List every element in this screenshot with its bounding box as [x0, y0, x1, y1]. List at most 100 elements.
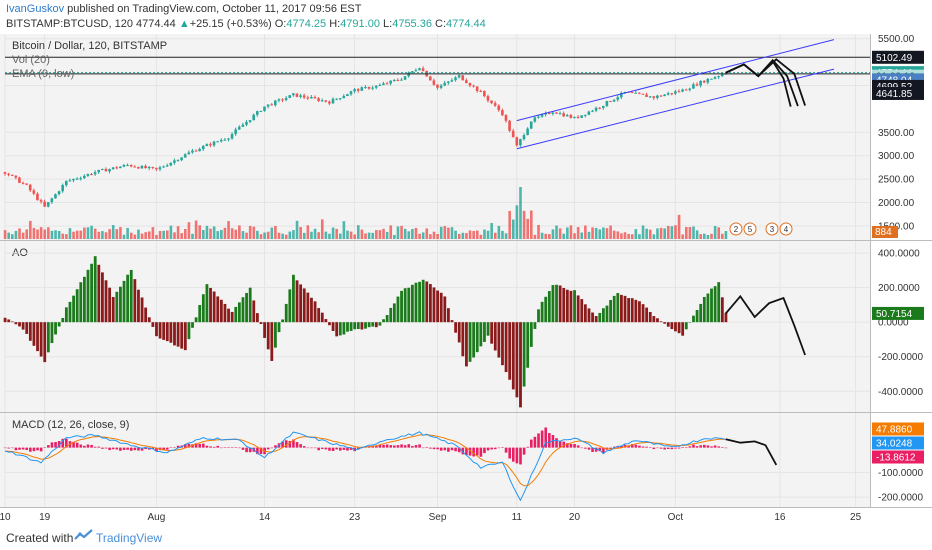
- macd-hist-bar: [50, 442, 54, 448]
- volume-bar: [263, 232, 266, 239]
- volume-bar: [234, 229, 238, 239]
- ao-bar: [237, 302, 241, 323]
- macd-hist-bar: [670, 447, 674, 450]
- ao-bar: [472, 322, 476, 358]
- volume-bar: [371, 232, 375, 239]
- candle-body: [144, 165, 147, 169]
- ao-bar: [209, 287, 212, 323]
- candle-body: [295, 93, 299, 97]
- macd-hist-bar: [129, 447, 133, 451]
- macd-hist-bar: [378, 444, 382, 448]
- ao-bar: [479, 322, 483, 347]
- macd-hist-bar: [407, 444, 411, 448]
- ao-bar: [320, 312, 324, 323]
- volume-bar: [450, 227, 454, 239]
- volume-bar: [396, 226, 400, 239]
- candle-body: [410, 71, 414, 73]
- candle-body: [605, 101, 609, 106]
- volume-bar: [508, 210, 511, 239]
- volume-bar: [623, 232, 627, 239]
- ao-bar: [443, 296, 447, 323]
- ao-bar: [129, 269, 133, 323]
- chart-canvas[interactable]: 1019Aug1423Sep1120Oct16255500.004500.003…: [0, 34, 932, 523]
- ao-bar: [638, 301, 641, 323]
- ao-bar: [410, 284, 414, 323]
- volume-bar: [425, 228, 429, 239]
- event-icon-label: 4: [784, 225, 789, 234]
- volume-bar: [587, 231, 591, 239]
- macd-hist-bar: [79, 444, 83, 448]
- candle-body: [97, 169, 101, 173]
- candle-body: [270, 104, 274, 106]
- volume-bar: [681, 234, 684, 239]
- ao-bar: [580, 299, 584, 323]
- macd-hist-bar: [511, 447, 515, 462]
- macd-hist-bar: [562, 441, 566, 448]
- macd-hist-bar: [465, 447, 468, 455]
- ao-bar: [515, 322, 519, 398]
- volume-bar: [652, 234, 656, 239]
- candle-body: [194, 150, 198, 152]
- volume-bar: [511, 219, 515, 239]
- volume-bar: [724, 231, 728, 239]
- volume-bar: [14, 230, 18, 239]
- ao-bar: [677, 322, 681, 334]
- tradingview-brand[interactable]: TradingView: [96, 531, 163, 545]
- forecast-path: [725, 58, 806, 106]
- macd-hist-bar: [674, 447, 677, 449]
- candle-body: [10, 174, 14, 176]
- macd-hist-bar: [663, 447, 666, 450]
- ao-bar: [255, 313, 259, 323]
- ao-bar: [162, 322, 166, 340]
- ao-bar: [465, 322, 468, 367]
- volume-bar: [248, 225, 252, 239]
- macd-hist-bar: [320, 447, 324, 449]
- author-link[interactable]: IvanGuskov: [6, 3, 65, 15]
- volume-bar: [605, 228, 609, 239]
- volume-bar: [126, 228, 129, 239]
- candle-body: [623, 91, 627, 93]
- candle-body: [263, 106, 266, 112]
- macd-hist-bar: [194, 443, 198, 448]
- channel-line: [516, 39, 835, 122]
- y-tick-label: -400.0000: [878, 387, 923, 398]
- volume-bar: [558, 228, 562, 239]
- candle-body: [526, 128, 529, 136]
- candle-body: [180, 157, 183, 161]
- macd-hist-bar: [591, 447, 594, 452]
- candle-body: [454, 77, 457, 81]
- ao-bar: [90, 263, 93, 323]
- candle-body: [281, 99, 284, 101]
- macd-hist-bar: [439, 447, 443, 451]
- candle-body: [187, 152, 191, 155]
- candle-body: [245, 121, 248, 125]
- volume-bar: [162, 230, 165, 239]
- macd-hist-bar: [11, 447, 14, 449]
- volume-bar: [519, 187, 522, 239]
- candle-body: [472, 85, 475, 87]
- y-tick-label: 2500.00: [878, 175, 915, 186]
- price-tag-label: 5102.49: [876, 53, 913, 64]
- macd-hist-bar: [627, 445, 630, 448]
- macd-hist-bar: [216, 445, 220, 448]
- macd-hist-bar: [205, 445, 209, 448]
- volume-bar: [609, 225, 612, 239]
- candle-body: [360, 87, 364, 91]
- candle-body: [374, 85, 378, 88]
- macd-hist-bar: [566, 443, 569, 448]
- volume-bar: [555, 225, 558, 239]
- candle-body: [609, 101, 612, 103]
- ao-bar: [39, 322, 43, 357]
- macd-hist-bar: [266, 447, 270, 450]
- ao-bar: [360, 322, 364, 330]
- candle-body: [443, 82, 447, 86]
- ao-bar: [674, 322, 677, 332]
- y-tick-label: 3500.00: [878, 128, 915, 139]
- macd-hist-bar: [338, 447, 342, 451]
- volume-bar: [101, 231, 104, 239]
- ao-bar: [104, 280, 108, 323]
- macd-hist-bar: [385, 444, 389, 448]
- ao-bar: [122, 280, 126, 323]
- candle-body: [598, 107, 601, 109]
- candle-body: [403, 76, 407, 80]
